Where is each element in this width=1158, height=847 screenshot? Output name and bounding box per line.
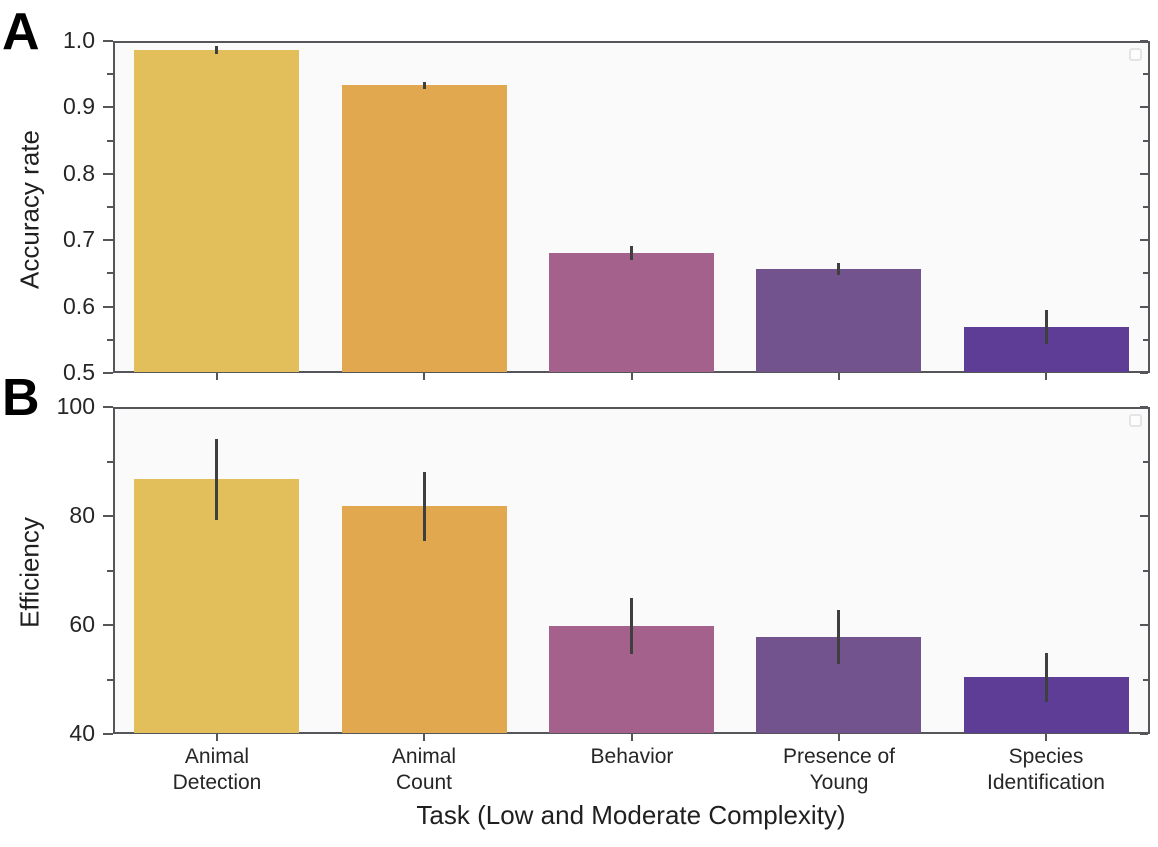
bar-presence-of-young-a bbox=[756, 269, 921, 372]
y-major-tick-right bbox=[1140, 406, 1148, 408]
bar-animal-count-a bbox=[342, 85, 507, 372]
y-major-tick bbox=[103, 624, 113, 626]
y-major-tick-right bbox=[1140, 239, 1148, 242]
x-category-label-line: Detection bbox=[172, 771, 262, 794]
y-tick-label: 0.8 bbox=[63, 159, 95, 186]
x-category-label-line: Behavior bbox=[590, 745, 674, 768]
error-bar-animal-count-a bbox=[423, 81, 426, 90]
x-tick bbox=[1045, 373, 1047, 380]
y-axis-label-efficiency: Efficiency bbox=[14, 517, 45, 628]
x-category-label-line: Species bbox=[1008, 745, 1084, 768]
x-tick bbox=[1045, 734, 1047, 741]
y-major-tick bbox=[103, 305, 113, 308]
x-tick bbox=[423, 734, 425, 741]
y-major-tick bbox=[103, 40, 113, 42]
x-tick bbox=[838, 734, 840, 741]
y-minor-tick-right bbox=[1143, 569, 1148, 572]
y-minor-tick-right bbox=[1143, 460, 1148, 463]
error-bar-species-identification-a bbox=[1045, 309, 1048, 345]
x-category-label-presence-of-young: Presence of Young bbox=[739, 744, 939, 796]
x-tick bbox=[216, 373, 218, 380]
y-minor-tick-right bbox=[1143, 338, 1148, 341]
y-tick-label: 40 bbox=[69, 720, 95, 746]
y-major-tick bbox=[103, 172, 113, 175]
y-tick-label: 0.9 bbox=[63, 93, 95, 120]
bar-animal-detection-b bbox=[134, 479, 299, 733]
y-major-tick bbox=[103, 372, 113, 374]
error-bar-species-identification-b bbox=[1045, 652, 1048, 702]
y-major-tick-right bbox=[1140, 733, 1148, 735]
error-bar-presence-of-young-a bbox=[837, 263, 840, 276]
error-bar-behavior-b bbox=[630, 598, 633, 654]
y-minor-tick-right bbox=[1143, 73, 1148, 76]
y-major-tick-right bbox=[1140, 106, 1148, 109]
y-tick-label: 80 bbox=[69, 502, 95, 528]
x-tick bbox=[423, 373, 425, 380]
legend-placeholder-a bbox=[1129, 48, 1142, 61]
y-minor-tick bbox=[107, 73, 113, 76]
y-major-tick bbox=[103, 106, 113, 109]
x-category-label-line: Count bbox=[395, 771, 453, 794]
panel-b-letter: B bbox=[2, 369, 40, 427]
y-tick-label: 100 bbox=[56, 393, 95, 419]
y-minor-tick bbox=[107, 460, 113, 463]
y-major-tick-right bbox=[1140, 624, 1148, 626]
y-axis-label-accuracy: Accuracy rate bbox=[14, 130, 45, 289]
x-tick bbox=[838, 373, 840, 380]
y-tick-label: 0.6 bbox=[63, 292, 95, 319]
y-major-tick-right bbox=[1140, 515, 1148, 517]
bar-animal-detection-a bbox=[134, 50, 299, 372]
x-tick bbox=[216, 734, 218, 741]
y-tick-label: 1.0 bbox=[63, 27, 95, 53]
y-minor-tick-right bbox=[1143, 206, 1148, 208]
bar-animal-count-b bbox=[342, 506, 507, 733]
error-bar-animal-detection-a bbox=[215, 46, 218, 55]
x-category-label-species-identification: Species Identification bbox=[946, 744, 1146, 796]
y-minor-tick bbox=[107, 678, 113, 681]
y-major-tick bbox=[103, 239, 113, 242]
y-minor-tick bbox=[107, 272, 113, 275]
x-tick bbox=[631, 734, 633, 741]
y-minor-tick-right bbox=[1143, 678, 1148, 681]
y-major-tick-right bbox=[1140, 305, 1148, 308]
panel-a-letter: A bbox=[2, 3, 40, 61]
error-bar-animal-count-b bbox=[423, 471, 426, 541]
error-bar-behavior-a bbox=[630, 245, 633, 261]
y-tick-label: 0.7 bbox=[63, 226, 95, 253]
y-tick-label: 0.5 bbox=[63, 359, 95, 385]
y-major-tick bbox=[103, 406, 113, 408]
y-major-tick-right bbox=[1140, 172, 1148, 175]
y-minor-tick-right bbox=[1143, 272, 1148, 275]
x-category-label-line: Identification bbox=[987, 771, 1105, 794]
error-bar-presence-of-young-b bbox=[837, 609, 840, 665]
x-axis-title: Task (Low and Moderate Complexity) bbox=[416, 800, 846, 830]
y-major-tick-right bbox=[1140, 372, 1148, 374]
y-minor-tick bbox=[107, 206, 113, 208]
x-category-label-behavior: Behavior bbox=[532, 744, 732, 770]
x-category-label-animal-count: Animal Count bbox=[324, 744, 524, 796]
y-major-tick bbox=[103, 733, 113, 735]
legend-placeholder-b bbox=[1129, 414, 1142, 427]
y-minor-tick bbox=[107, 569, 113, 572]
y-minor-tick bbox=[107, 338, 113, 341]
y-minor-tick-right bbox=[1143, 139, 1148, 142]
y-major-tick-right bbox=[1140, 40, 1148, 42]
bar-behavior-a bbox=[549, 252, 714, 372]
error-bar-animal-detection-b bbox=[215, 439, 218, 520]
y-minor-tick bbox=[107, 139, 113, 142]
x-category-label-line: Young bbox=[809, 771, 869, 794]
x-tick bbox=[631, 373, 633, 380]
x-category-label-line: Presence of bbox=[782, 745, 896, 768]
y-tick-label: 60 bbox=[69, 611, 95, 637]
x-category-label-animal-detection: Animal Detection bbox=[117, 744, 317, 796]
x-category-label-line: Animal bbox=[184, 745, 250, 768]
y-major-tick bbox=[103, 515, 113, 517]
x-category-label-line: Animal bbox=[391, 745, 457, 768]
